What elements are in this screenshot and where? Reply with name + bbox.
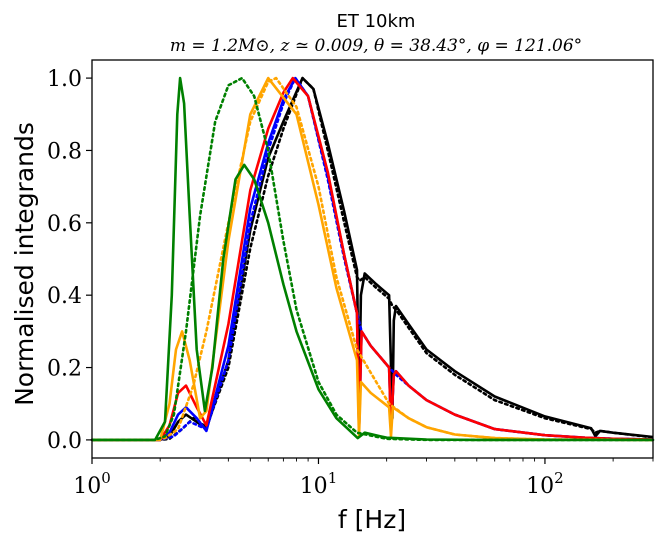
x-tick-label: 102: [526, 469, 564, 499]
series-green: [92, 76, 653, 442]
y-axis-label: Normalised integrands: [10, 122, 39, 406]
x-axis-label: f [Hz]: [338, 505, 406, 534]
y-tick-label: 0.6: [47, 212, 82, 237]
x-tick-label: 100: [73, 469, 111, 499]
plot-series: [90, 76, 655, 442]
plot-frame: [91, 59, 654, 459]
chart-title: ET 10km: [337, 11, 416, 32]
x-axis-ticks: 100 101 102: [73, 458, 654, 499]
chart-subtitle: m = 1.2M⊙, z ≃ 0.009, θ = 38.43°, φ = 12…: [170, 36, 582, 56]
y-tick-label: 0.2: [47, 357, 82, 382]
y-tick-label: 0.4: [47, 284, 82, 309]
y-tick-label: 0.8: [47, 139, 82, 164]
x-tick-label: 101: [300, 469, 338, 499]
y-tick-label: 0.0: [47, 429, 82, 454]
series-red: [92, 76, 654, 442]
y-axis-ticks: 0.0 0.2 0.4 0.6 0.8 1.0: [47, 67, 92, 454]
y-tick-label: 1.0: [47, 67, 82, 92]
